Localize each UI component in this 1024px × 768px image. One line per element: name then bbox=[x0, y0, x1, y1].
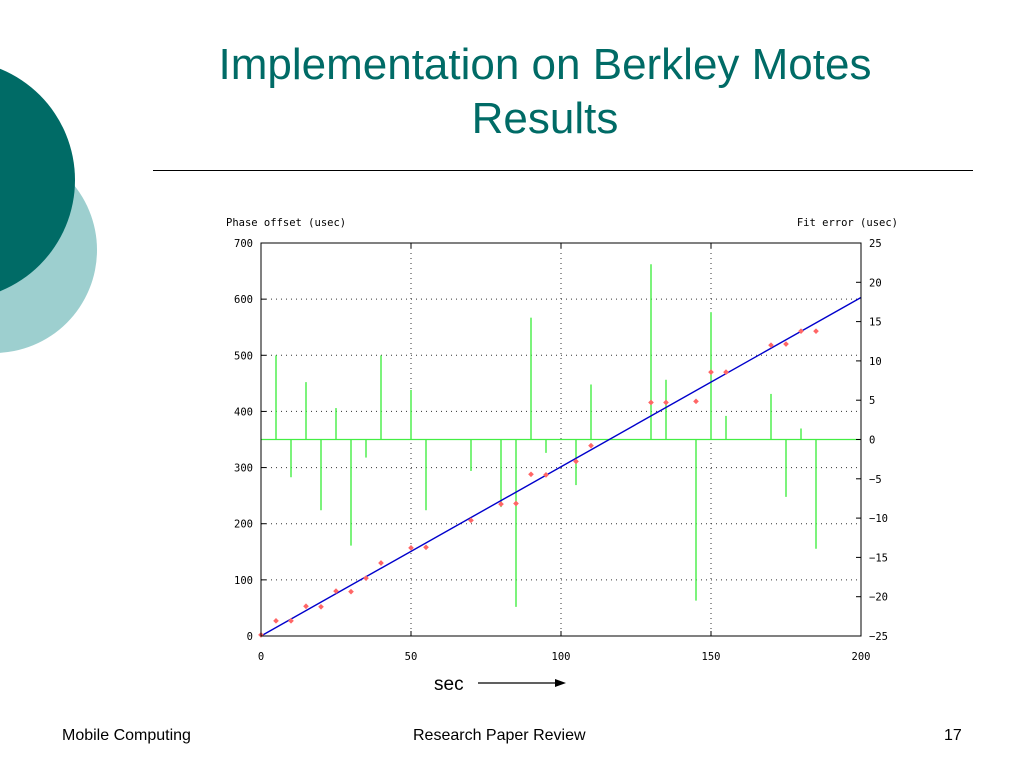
title-divider bbox=[153, 170, 973, 171]
decorative-circles bbox=[0, 68, 97, 353]
data-point bbox=[303, 603, 309, 610]
data-point bbox=[588, 442, 594, 449]
data-point bbox=[768, 342, 774, 349]
data-point bbox=[723, 369, 729, 375]
y-left-tick-label: 700 bbox=[234, 238, 253, 250]
y-right-tick-label: 15 bbox=[869, 317, 882, 329]
y-right-tick-label: −10 bbox=[869, 513, 888, 525]
dark-circle bbox=[0, 68, 75, 292]
data-point bbox=[513, 500, 519, 507]
linear-fit-line bbox=[260, 296, 862, 637]
data-point bbox=[528, 471, 534, 478]
fit-line bbox=[260, 296, 862, 637]
footer-subtitle: Research Paper Review bbox=[413, 727, 586, 744]
fit-error-bars bbox=[261, 264, 861, 607]
data-point bbox=[363, 575, 369, 582]
slide-number: 17 bbox=[944, 727, 962, 744]
y-right-tick-label: 25 bbox=[869, 238, 882, 250]
data-point bbox=[543, 472, 549, 478]
y-right-tick-label: 10 bbox=[869, 356, 882, 368]
data-point bbox=[498, 501, 504, 507]
y-right-tick-label: 0 bbox=[869, 435, 875, 447]
y-left-tick-label: 300 bbox=[234, 463, 253, 475]
x-tick-label: 0 bbox=[258, 651, 264, 663]
y-right-tick-label: −5 bbox=[869, 474, 882, 486]
data-point bbox=[378, 560, 384, 566]
data-point bbox=[813, 328, 819, 334]
y-right-tick-label: −25 bbox=[869, 631, 888, 643]
data-point bbox=[333, 588, 339, 594]
data-point bbox=[408, 545, 414, 551]
right-arrow-icon bbox=[478, 679, 566, 687]
data-point bbox=[423, 544, 429, 551]
phase-offset-points bbox=[258, 328, 819, 638]
y-left-tick-label: 0 bbox=[247, 631, 253, 643]
y-left-tick-label: 600 bbox=[234, 294, 253, 306]
x-axis-annotation: sec bbox=[434, 674, 464, 695]
data-point bbox=[708, 369, 714, 375]
y-right-tick-label: 5 bbox=[869, 395, 875, 407]
slide-title-line2: Results bbox=[471, 94, 619, 143]
y-left-tick-label: 200 bbox=[234, 519, 253, 531]
x-tick-label: 50 bbox=[405, 651, 418, 663]
data-point bbox=[663, 399, 669, 406]
y-left-tick-label: 100 bbox=[234, 575, 253, 587]
data-point bbox=[693, 398, 699, 405]
y-right-tick-label: −15 bbox=[869, 552, 888, 564]
phase-offset-chart: 0 50 100 150 2000100200300400500600700−25−20… bbox=[226, 217, 898, 663]
data-point bbox=[648, 399, 654, 406]
data-point bbox=[348, 588, 354, 595]
data-point bbox=[288, 618, 294, 624]
x-tick-label: 100 bbox=[552, 651, 571, 663]
slide-title: Implementation on Berkley Motes Results bbox=[150, 38, 940, 146]
data-point bbox=[318, 603, 324, 610]
y-right-tick-label: 20 bbox=[869, 277, 882, 289]
data-point bbox=[273, 618, 279, 624]
footer-course: Mobile Computing bbox=[62, 727, 191, 744]
axes: 0 50 100 150 2000100200300400500600700−25−20… bbox=[234, 238, 888, 663]
right-axis-label: Fit error (usec) bbox=[797, 217, 898, 229]
y-right-tick-label: −20 bbox=[869, 592, 888, 604]
y-left-tick-label: 400 bbox=[234, 406, 253, 418]
data-point bbox=[573, 458, 579, 465]
data-point bbox=[783, 341, 789, 347]
slide-title-line1: Implementation on Berkley Motes bbox=[218, 40, 872, 89]
data-point bbox=[798, 328, 804, 334]
left-axis-label: Phase offset (usec) bbox=[226, 217, 346, 229]
y-left-tick-label: 500 bbox=[234, 350, 253, 362]
x-tick-label: 200 bbox=[852, 651, 871, 663]
x-tick-label: 150 bbox=[702, 651, 721, 663]
data-point bbox=[468, 517, 474, 524]
